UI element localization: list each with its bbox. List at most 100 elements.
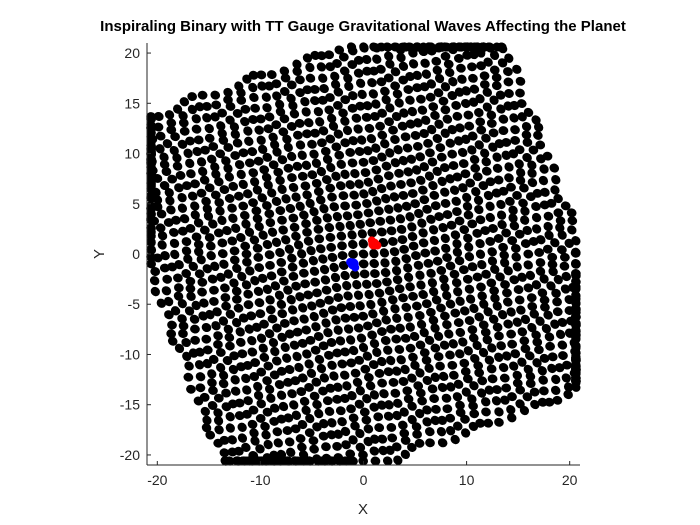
- particle-point: [302, 227, 312, 237]
- particle-point: [467, 325, 478, 335]
- particle-point: [166, 329, 177, 339]
- particle-point: [256, 399, 266, 409]
- particle-point: [469, 49, 479, 60]
- particle-point: [334, 150, 345, 160]
- particle-point: [427, 384, 438, 394]
- particle-point: [296, 387, 307, 396]
- y-ticks: -20 -15 -10 -5 0 5 10 15 20: [120, 45, 151, 463]
- particle-point: [358, 342, 369, 353]
- particle-point: [181, 237, 192, 247]
- particle-point: [262, 407, 273, 417]
- particle-point: [183, 254, 193, 264]
- particle-point: [238, 179, 248, 190]
- particle-point: [410, 360, 420, 370]
- particle-point: [491, 73, 502, 82]
- particle-point: [474, 204, 484, 215]
- particle-point: [390, 158, 401, 168]
- particle-point: [430, 343, 441, 353]
- particle-point: [514, 295, 525, 305]
- particle-point: [462, 201, 473, 212]
- particle-point: [179, 126, 190, 136]
- particle-point: [543, 221, 553, 232]
- particle-point: [286, 122, 297, 131]
- particle-point: [318, 341, 329, 351]
- particle-point: [146, 244, 157, 255]
- particle-point: [362, 198, 372, 208]
- particle-point: [315, 117, 325, 127]
- particle-point: [433, 88, 444, 98]
- particle-point: [336, 303, 347, 313]
- particle-point: [300, 279, 311, 289]
- particle-point: [430, 372, 440, 383]
- particle-point: [324, 350, 334, 360]
- particle-point: [285, 203, 296, 214]
- particle-point: [430, 415, 440, 426]
- particle-point: [206, 251, 216, 261]
- particle-point: [269, 403, 280, 413]
- particle-point: [359, 407, 370, 417]
- particle-point: [571, 284, 581, 294]
- particle-point: [253, 253, 264, 262]
- particle-point: [244, 324, 254, 334]
- particle-point: [514, 145, 525, 155]
- particle-point: [494, 352, 504, 362]
- particle-point: [305, 456, 315, 466]
- particle-point: [187, 104, 198, 115]
- particle-point: [461, 387, 471, 397]
- particle-point: [531, 202, 541, 212]
- particle-point: [194, 247, 204, 257]
- particle-point: [440, 128, 450, 138]
- particle-point: [321, 318, 331, 328]
- particle-point: [351, 200, 362, 210]
- particle-point: [538, 375, 548, 385]
- particle-point: [280, 73, 291, 83]
- particle-point: [152, 195, 163, 205]
- particle-point: [398, 61, 409, 71]
- particle-point: [383, 73, 394, 83]
- particle-point: [381, 95, 391, 105]
- particle-point: [327, 418, 337, 428]
- particle-point: [282, 426, 293, 435]
- y-tick-label: 20: [124, 45, 140, 61]
- particle-point: [558, 351, 568, 360]
- particle-point: [253, 286, 264, 297]
- particle-point: [169, 145, 179, 156]
- particle-point: [393, 203, 403, 213]
- particle-point: [475, 94, 485, 104]
- particle-point: [457, 147, 468, 158]
- particle-point: [452, 172, 463, 182]
- particle-point: [386, 226, 397, 236]
- particle-point: [320, 146, 331, 156]
- particle-point: [477, 376, 488, 386]
- particle-point: [561, 271, 572, 282]
- particle-point: [449, 269, 460, 279]
- particle-point: [300, 181, 311, 191]
- particle-point: [396, 224, 407, 234]
- particle-point: [172, 104, 183, 114]
- particle-point: [414, 208, 424, 219]
- particle-point: [215, 149, 226, 159]
- particle-point: [203, 211, 214, 221]
- particle-point: [311, 158, 322, 168]
- particle-point: [506, 405, 516, 415]
- particle-point: [386, 355, 396, 366]
- particle-point: [461, 134, 471, 145]
- particle-point: [185, 284, 196, 294]
- particle-point: [563, 382, 574, 392]
- particle-point: [422, 405, 432, 415]
- particle-point: [325, 183, 336, 193]
- particle-point: [261, 430, 271, 440]
- particle-point: [268, 132, 278, 142]
- particle-point: [225, 115, 235, 125]
- particle-point: [199, 225, 210, 235]
- particle-point: [287, 262, 298, 272]
- particle-point: [500, 280, 510, 289]
- particle-point: [210, 261, 220, 272]
- particle-point: [424, 171, 435, 181]
- particle-point: [427, 157, 438, 167]
- particle-point: [214, 198, 225, 208]
- particle-point: [428, 315, 439, 325]
- particle-point: [571, 367, 581, 377]
- particle-point: [311, 178, 322, 188]
- particle-point: [507, 236, 518, 246]
